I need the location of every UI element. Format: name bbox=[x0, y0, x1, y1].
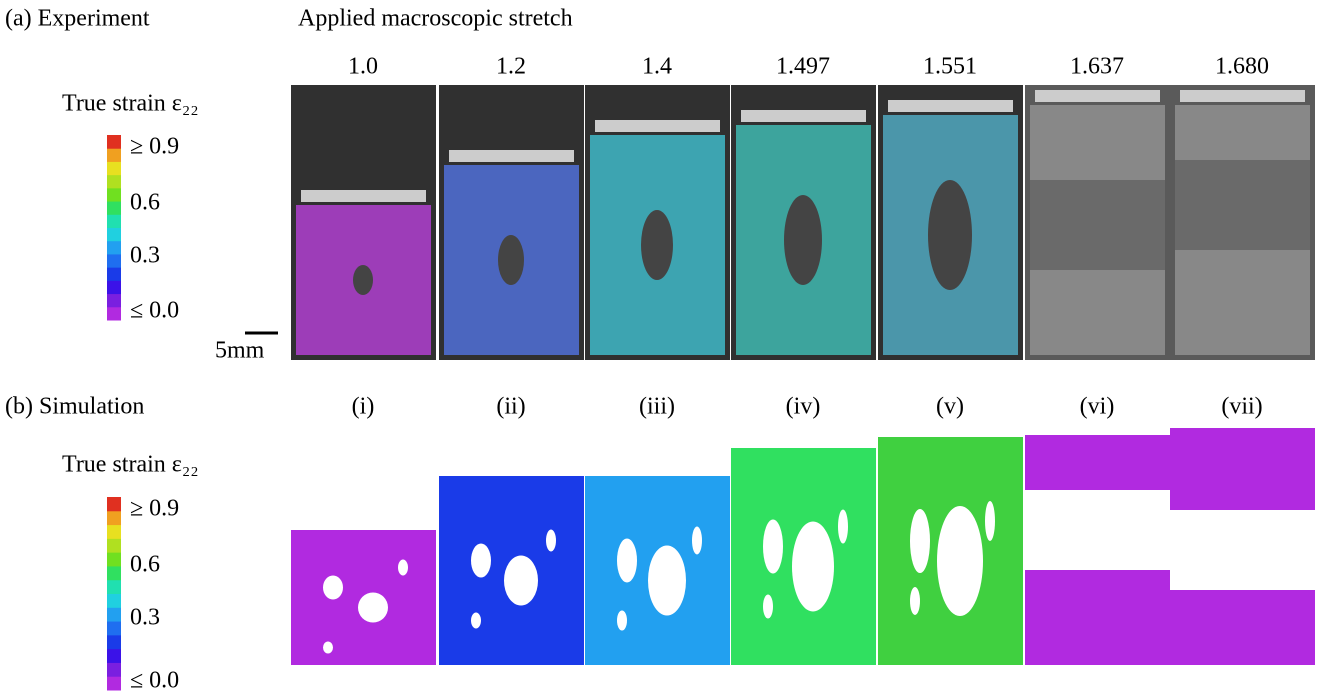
sim-hole bbox=[323, 576, 343, 600]
colorbar-band bbox=[107, 538, 121, 552]
sim-hole bbox=[763, 595, 773, 619]
stretch-label: 1.2 bbox=[496, 54, 526, 80]
sim-hole bbox=[504, 556, 538, 606]
stretch-label: 1.0 bbox=[348, 54, 378, 80]
legend-title: True strain ε₂₂ bbox=[62, 452, 199, 478]
sim-hole bbox=[648, 546, 686, 616]
case-label: (iv) bbox=[786, 394, 821, 420]
colorbar-band bbox=[107, 607, 121, 621]
legend-title: True strain ε₂₂ bbox=[62, 91, 199, 117]
colorbar-band bbox=[107, 307, 121, 321]
colorbar-band bbox=[107, 228, 121, 242]
sim-hole bbox=[617, 611, 627, 631]
sim-hole bbox=[323, 642, 333, 654]
colorbar-band bbox=[107, 676, 121, 690]
photo-crack bbox=[1175, 160, 1310, 250]
sim-hole bbox=[838, 510, 848, 544]
sim-hole bbox=[471, 613, 481, 629]
colorbar-band bbox=[107, 135, 121, 149]
sim-hole bbox=[471, 544, 491, 578]
panel-label: (b) Simulation bbox=[5, 394, 144, 420]
case-label: (i) bbox=[352, 394, 375, 420]
colorbar-band bbox=[107, 241, 121, 255]
photo-grip bbox=[1035, 90, 1160, 102]
photo-grip bbox=[449, 150, 574, 162]
sim-hole bbox=[763, 520, 783, 574]
photo-hole bbox=[641, 210, 673, 280]
photo-grip bbox=[741, 110, 866, 122]
colorbar-band bbox=[107, 552, 121, 566]
photo-hole bbox=[784, 195, 822, 285]
colorbar-label: 0.3 bbox=[130, 243, 160, 269]
colorbar-band bbox=[107, 280, 121, 294]
colorbar-band bbox=[107, 294, 121, 308]
case-label: (vi) bbox=[1080, 394, 1115, 420]
colorbar-band bbox=[107, 497, 121, 511]
colorbar-band bbox=[107, 214, 121, 228]
photo-grip bbox=[1180, 90, 1305, 102]
sim-hole bbox=[546, 530, 556, 552]
case-label: (iii) bbox=[639, 394, 675, 420]
colorbar-band bbox=[107, 525, 121, 539]
panel-title: Applied macroscopic stretch bbox=[298, 6, 573, 32]
stretch-label: 1.637 bbox=[1070, 54, 1124, 80]
stretch-label: 1.551 bbox=[923, 54, 977, 80]
sim-hole bbox=[910, 509, 930, 573]
colorbar-band bbox=[107, 511, 121, 525]
sim-hole bbox=[692, 527, 702, 555]
case-label: (vii) bbox=[1221, 394, 1262, 420]
colorbar-band bbox=[107, 635, 121, 649]
colorbar-band bbox=[107, 175, 121, 189]
colorbar-label: ≥ 0.9 bbox=[130, 134, 179, 160]
colorbar-label: ≥ 0.9 bbox=[130, 496, 179, 522]
colorbar-band bbox=[107, 161, 121, 175]
stretch-label: 1.497 bbox=[776, 54, 830, 80]
stretch-label: 1.4 bbox=[642, 54, 672, 80]
colorbar-band bbox=[107, 662, 121, 676]
sim-hole bbox=[617, 539, 637, 583]
photo-grip bbox=[595, 120, 720, 132]
colorbar-label: 0.3 bbox=[130, 605, 160, 631]
colorbar-label: 0.6 bbox=[130, 190, 160, 216]
panel-label: (a) Experiment bbox=[5, 6, 150, 32]
colorbar-band bbox=[107, 254, 121, 268]
colorbar-band bbox=[107, 201, 121, 215]
sim-hole bbox=[358, 593, 388, 623]
stretch-label: 1.680 bbox=[1215, 54, 1269, 80]
colorbar-band bbox=[107, 148, 121, 162]
photo-grip bbox=[301, 190, 426, 202]
sim-crack bbox=[1025, 490, 1170, 570]
sim-crack bbox=[1170, 510, 1315, 590]
sim-hole bbox=[985, 501, 995, 541]
colorbar-band bbox=[107, 621, 121, 635]
photo-hole bbox=[353, 265, 373, 295]
photo-hole bbox=[498, 235, 524, 285]
colorbar-band bbox=[107, 580, 121, 594]
photo-hole bbox=[928, 180, 972, 290]
colorbar-band bbox=[107, 594, 121, 608]
sim-hole bbox=[792, 522, 834, 612]
sim-hole bbox=[937, 506, 983, 616]
case-label: (v) bbox=[936, 394, 964, 420]
colorbar-band bbox=[107, 267, 121, 281]
colorbar-band bbox=[107, 566, 121, 580]
colorbar-label: ≤ 0.0 bbox=[130, 668, 179, 693]
colorbar-label: ≤ 0.0 bbox=[130, 298, 179, 324]
colorbar-label: 0.6 bbox=[130, 552, 160, 578]
photo-crack bbox=[1030, 180, 1165, 270]
colorbar-band bbox=[107, 649, 121, 663]
figure: (a) Experiment Applied macroscopic stret… bbox=[0, 0, 1325, 693]
colorbar-band bbox=[107, 188, 121, 202]
sim-hole bbox=[910, 587, 920, 615]
photo-grip bbox=[888, 100, 1013, 112]
scale-bar-label: 5mm bbox=[215, 338, 265, 364]
sim-hole bbox=[398, 560, 408, 576]
case-label: (ii) bbox=[496, 394, 525, 420]
